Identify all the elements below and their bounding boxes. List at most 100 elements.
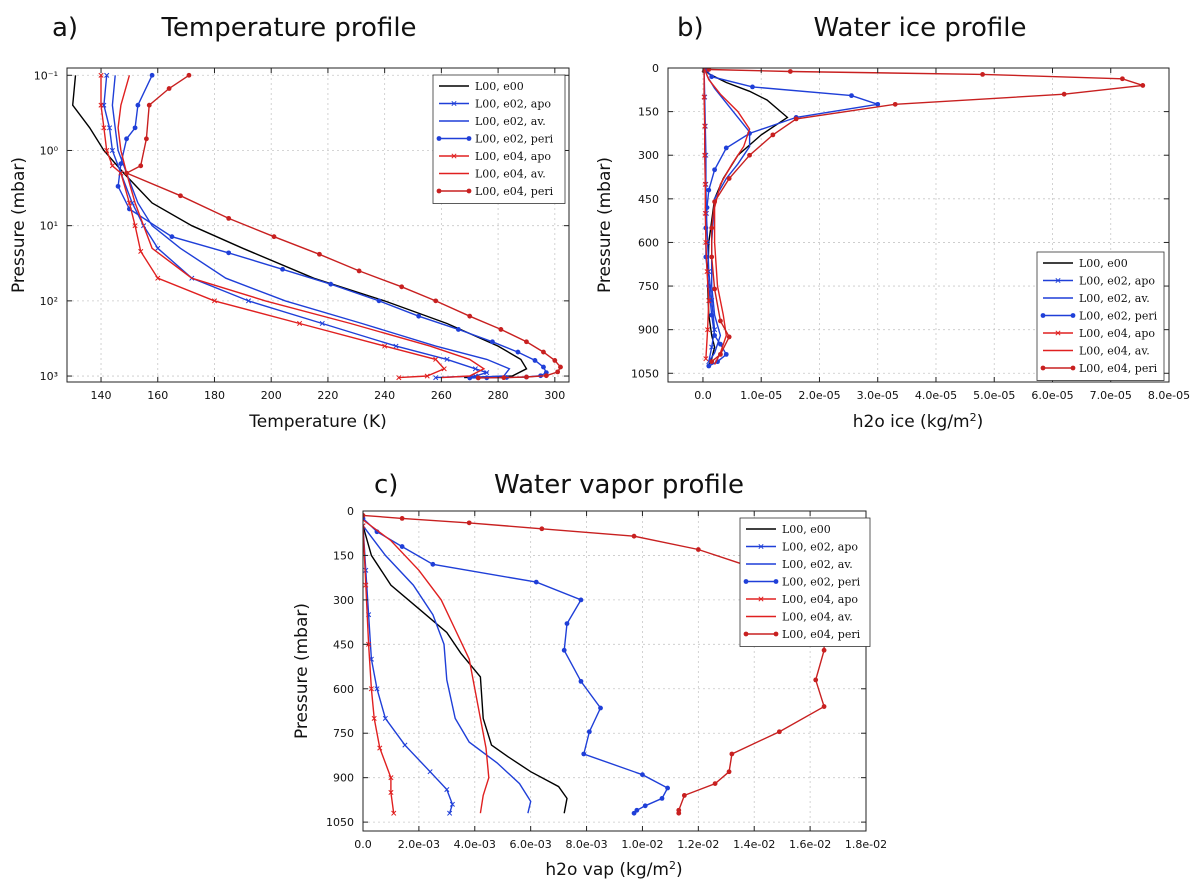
legend-marker: [1040, 365, 1046, 371]
legend-label: L00, e04, peri: [1079, 362, 1158, 375]
data-point: [118, 161, 124, 167]
legend-marker: [466, 136, 472, 141]
data-point: [702, 152, 708, 158]
data-point: [98, 72, 104, 78]
x-tick-label: 1.8e-02: [845, 838, 887, 851]
data-point: [578, 597, 584, 603]
data-point: [368, 686, 374, 692]
data-point: [578, 678, 584, 684]
data-point: [532, 358, 538, 363]
data-point: [821, 647, 827, 653]
data-point: [709, 344, 715, 350]
x-tick-label: 6.0e-05: [1031, 389, 1073, 402]
x-tick-label: 2.0e-05: [798, 389, 840, 402]
legend-label: L00, e04, av.: [475, 168, 546, 181]
data-point: [106, 125, 113, 131]
data-point: [424, 373, 430, 379]
data-point: [498, 327, 504, 332]
legend-label: L00, e02, apo: [782, 541, 858, 554]
data-point: [515, 349, 521, 355]
y-tick-label: 450: [333, 638, 354, 651]
legend-marker: [451, 153, 457, 159]
data-point: [135, 102, 141, 108]
legend-marker: [743, 579, 749, 584]
data-point: [533, 579, 539, 585]
legend-marker: [436, 136, 442, 141]
y-tick-label: 900: [638, 324, 659, 337]
legend-label: L00, e02, av.: [782, 558, 853, 571]
data-point: [118, 170, 124, 176]
plot-frame: [362, 510, 867, 832]
data-point: [747, 152, 752, 158]
legend-label: L00, e04, apo: [1079, 327, 1155, 340]
y-tick-label: 900: [333, 772, 354, 785]
data-point: [709, 254, 715, 260]
data-point: [328, 281, 334, 287]
data-point: [449, 801, 455, 807]
legend-label: L00, e02, apo: [475, 98, 551, 111]
data-point: [813, 677, 819, 683]
x-tick-label: 160: [147, 389, 168, 402]
data-point: [709, 74, 715, 80]
data-point: [104, 147, 110, 154]
data-point: [770, 132, 776, 138]
data-point: [750, 84, 755, 90]
legend-label: L00, e00: [782, 523, 831, 536]
data-point: [701, 94, 707, 100]
y-tick-label: 10⁻¹: [34, 69, 58, 82]
data-point: [430, 561, 436, 567]
data-point: [391, 810, 397, 816]
y-tick-label: 600: [638, 236, 659, 249]
data-point: [126, 200, 132, 206]
data-point: [793, 116, 799, 122]
data-point: [132, 125, 138, 131]
data-point: [709, 225, 715, 231]
data-point: [109, 163, 115, 169]
data-point: [166, 86, 172, 91]
data-point: [149, 72, 155, 78]
legend-label: L00, e04, peri: [475, 185, 554, 198]
y-tick-label: 0: [347, 505, 354, 518]
y-tick-label: 300: [638, 149, 659, 162]
data-point: [178, 193, 183, 199]
legend-box: [432, 74, 566, 204]
data-point: [427, 769, 433, 775]
legend: L00, e00 L00, e02, apo L00, e02, av. L00, e…: [1036, 251, 1165, 381]
legend-marker: [758, 596, 764, 602]
data-point: [726, 176, 732, 181]
data-point: [729, 751, 735, 757]
data-point: [702, 123, 708, 129]
y-tick-label: 0: [652, 62, 659, 75]
x-tick-label: 8.0e-03: [565, 838, 607, 851]
y-axis-label: Pressure (mbar): [292, 603, 312, 739]
data-point: [712, 781, 718, 786]
data-point: [124, 136, 129, 142]
data-point: [146, 102, 152, 108]
data-point: [787, 69, 793, 74]
x-tick-label: 180: [204, 389, 225, 402]
legend-marker: [1070, 365, 1076, 371]
series-line-5: [117, 75, 486, 379]
series-line-0: [704, 69, 789, 365]
data-point: [561, 647, 567, 653]
data-point: [374, 686, 380, 692]
data-point: [706, 187, 712, 193]
legend-label: L00, e02, peri: [782, 576, 861, 589]
data-point: [703, 239, 709, 245]
panel-title: Water vapor profile: [494, 470, 744, 500]
data-point: [226, 215, 232, 221]
y-tick-label: 750: [638, 280, 659, 293]
data-point: [558, 364, 563, 370]
legend-label: L00, e04, av.: [782, 611, 853, 624]
data-point: [718, 351, 723, 357]
panel-title: Water ice profile: [813, 13, 1026, 43]
plot-frame: [66, 67, 570, 383]
data-point: [467, 313, 473, 319]
series-line-2: [111, 75, 511, 379]
data-point: [472, 366, 478, 372]
data-point: [665, 785, 670, 791]
chart-panel-c: 0.0 2.0e-03 4.0e-03 6.0e-03 8.0e-03 1.0e-02 1.…: [292, 470, 887, 880]
data-point: [98, 102, 104, 108]
legend-label: L00, e04, av.: [1079, 345, 1150, 358]
data-point: [280, 266, 285, 272]
